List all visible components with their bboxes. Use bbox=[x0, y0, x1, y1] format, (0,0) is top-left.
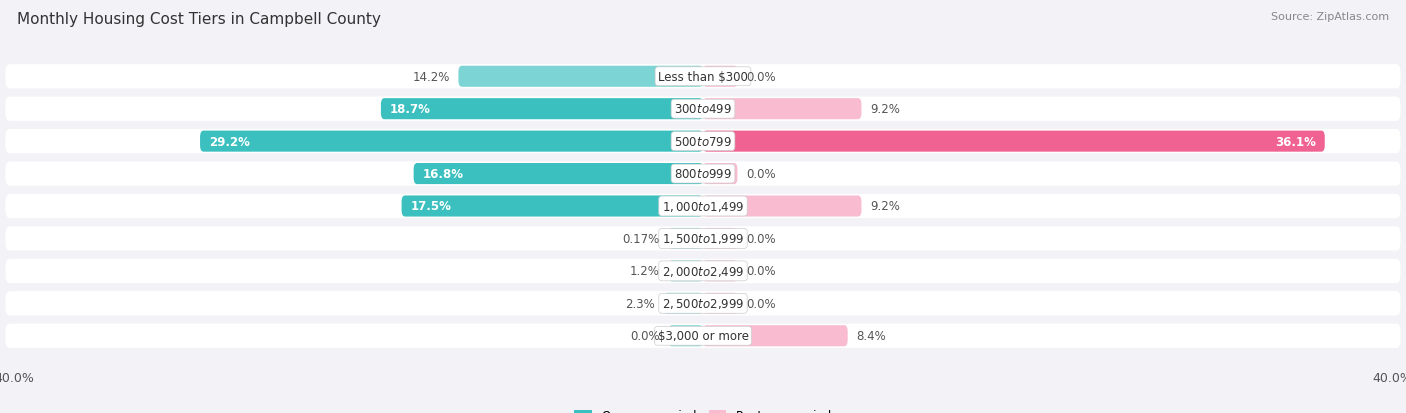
Text: $1,500 to $1,999: $1,500 to $1,999 bbox=[662, 232, 744, 246]
FancyBboxPatch shape bbox=[6, 324, 1400, 348]
FancyBboxPatch shape bbox=[381, 99, 703, 120]
Text: 18.7%: 18.7% bbox=[389, 103, 430, 116]
FancyBboxPatch shape bbox=[703, 196, 862, 217]
FancyBboxPatch shape bbox=[402, 196, 703, 217]
Text: 0.0%: 0.0% bbox=[747, 265, 776, 278]
Text: 16.8%: 16.8% bbox=[422, 168, 463, 180]
Text: 29.2%: 29.2% bbox=[208, 135, 249, 148]
Text: 0.0%: 0.0% bbox=[747, 71, 776, 83]
FancyBboxPatch shape bbox=[703, 99, 862, 120]
Text: 9.2%: 9.2% bbox=[870, 103, 900, 116]
Text: 2.3%: 2.3% bbox=[626, 297, 655, 310]
FancyBboxPatch shape bbox=[6, 162, 1400, 186]
FancyBboxPatch shape bbox=[6, 195, 1400, 218]
FancyBboxPatch shape bbox=[703, 66, 738, 88]
Text: 1.2%: 1.2% bbox=[630, 265, 659, 278]
FancyBboxPatch shape bbox=[703, 131, 1324, 152]
FancyBboxPatch shape bbox=[703, 228, 738, 249]
Text: $500 to $799: $500 to $799 bbox=[673, 135, 733, 148]
FancyBboxPatch shape bbox=[703, 164, 738, 185]
Text: 0.0%: 0.0% bbox=[630, 330, 659, 342]
FancyBboxPatch shape bbox=[413, 164, 703, 185]
FancyBboxPatch shape bbox=[6, 130, 1400, 154]
Text: 0.0%: 0.0% bbox=[747, 297, 776, 310]
FancyBboxPatch shape bbox=[6, 259, 1400, 283]
FancyBboxPatch shape bbox=[458, 66, 703, 88]
Text: $800 to $999: $800 to $999 bbox=[673, 168, 733, 180]
FancyBboxPatch shape bbox=[669, 228, 703, 249]
Text: Monthly Housing Cost Tiers in Campbell County: Monthly Housing Cost Tiers in Campbell C… bbox=[17, 12, 381, 27]
Text: $1,000 to $1,499: $1,000 to $1,499 bbox=[662, 199, 744, 214]
FancyBboxPatch shape bbox=[669, 325, 703, 347]
Text: 17.5%: 17.5% bbox=[411, 200, 451, 213]
Text: 36.1%: 36.1% bbox=[1275, 135, 1316, 148]
FancyBboxPatch shape bbox=[664, 293, 703, 314]
Legend: Owner-occupied, Renter-occupied: Owner-occupied, Renter-occupied bbox=[569, 404, 837, 413]
FancyBboxPatch shape bbox=[669, 261, 703, 282]
Text: $300 to $499: $300 to $499 bbox=[673, 103, 733, 116]
Text: 0.0%: 0.0% bbox=[747, 168, 776, 180]
FancyBboxPatch shape bbox=[6, 97, 1400, 121]
Text: 0.0%: 0.0% bbox=[747, 233, 776, 245]
FancyBboxPatch shape bbox=[6, 65, 1400, 89]
Text: 9.2%: 9.2% bbox=[870, 200, 900, 213]
Text: 8.4%: 8.4% bbox=[856, 330, 886, 342]
Text: 0.17%: 0.17% bbox=[623, 233, 659, 245]
FancyBboxPatch shape bbox=[703, 325, 848, 347]
FancyBboxPatch shape bbox=[200, 131, 703, 152]
Text: Source: ZipAtlas.com: Source: ZipAtlas.com bbox=[1271, 12, 1389, 22]
FancyBboxPatch shape bbox=[6, 292, 1400, 316]
FancyBboxPatch shape bbox=[6, 227, 1400, 251]
Text: $2,500 to $2,999: $2,500 to $2,999 bbox=[662, 297, 744, 311]
Text: 14.2%: 14.2% bbox=[412, 71, 450, 83]
Text: $3,000 or more: $3,000 or more bbox=[658, 330, 748, 342]
Text: $2,000 to $2,499: $2,000 to $2,499 bbox=[662, 264, 744, 278]
Text: Less than $300: Less than $300 bbox=[658, 71, 748, 83]
FancyBboxPatch shape bbox=[703, 293, 738, 314]
FancyBboxPatch shape bbox=[703, 261, 738, 282]
